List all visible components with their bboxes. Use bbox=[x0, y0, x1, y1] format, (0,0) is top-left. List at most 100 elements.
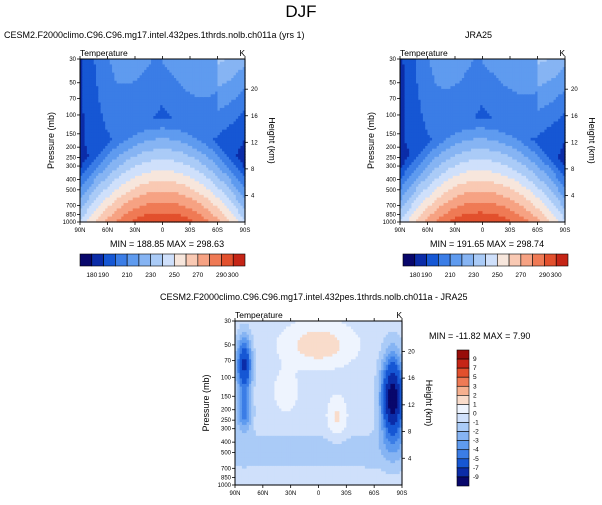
model-cell bbox=[82, 126, 86, 131]
model-cell bbox=[114, 145, 118, 150]
model-cell bbox=[89, 170, 93, 174]
model-cell bbox=[171, 86, 175, 90]
obs-cell bbox=[411, 80, 415, 85]
model-cell bbox=[164, 213, 168, 218]
model-cell bbox=[107, 164, 111, 169]
model-cell bbox=[151, 162, 154, 166]
model-cell bbox=[169, 159, 173, 163]
obs-cell bbox=[411, 88, 415, 93]
obs-cell bbox=[402, 67, 406, 71]
model-cell bbox=[105, 126, 109, 131]
model-cell bbox=[109, 61, 113, 66]
model-cell bbox=[212, 208, 216, 212]
model-cell bbox=[125, 124, 129, 128]
model-cell bbox=[219, 143, 223, 147]
model-cell bbox=[164, 124, 168, 128]
model-cell bbox=[231, 148, 235, 152]
model-cell bbox=[167, 135, 170, 139]
obs-cell bbox=[404, 194, 408, 199]
model-cell bbox=[100, 83, 104, 87]
model-cell bbox=[107, 151, 111, 155]
model-cell bbox=[137, 135, 141, 139]
model-cell bbox=[153, 151, 157, 155]
model-cell bbox=[215, 175, 219, 180]
model-cell bbox=[183, 145, 187, 150]
model-cell bbox=[105, 113, 109, 117]
model-cell bbox=[132, 59, 136, 63]
model-cell bbox=[212, 67, 216, 71]
model-cell bbox=[178, 137, 182, 142]
model-cell bbox=[91, 135, 95, 139]
model-cell bbox=[233, 194, 237, 199]
obs-cell bbox=[420, 181, 424, 185]
model-cell bbox=[226, 137, 230, 142]
model-cell bbox=[151, 91, 154, 95]
obs-cell bbox=[416, 156, 419, 161]
model-cell bbox=[89, 200, 93, 204]
model-cell bbox=[203, 132, 207, 136]
obs-field bbox=[400, 59, 566, 223]
model-cell bbox=[212, 80, 216, 85]
model-cell bbox=[139, 167, 143, 171]
model-cell bbox=[167, 205, 170, 210]
model-cell bbox=[176, 107, 180, 112]
model-cell bbox=[238, 197, 242, 201]
model-cell bbox=[105, 175, 109, 180]
model-cell bbox=[219, 94, 223, 98]
model-cell bbox=[98, 202, 102, 207]
obs-cell bbox=[404, 132, 408, 136]
model-cell bbox=[231, 211, 235, 215]
model-cell bbox=[96, 162, 99, 166]
model-cell bbox=[116, 151, 120, 155]
obs-cell bbox=[406, 145, 410, 150]
model-cell bbox=[190, 61, 193, 66]
model-cell bbox=[206, 59, 209, 63]
model-cell bbox=[82, 105, 86, 109]
model-cell bbox=[125, 143, 129, 147]
model-cell bbox=[201, 175, 205, 180]
model-cell bbox=[215, 194, 219, 199]
model-cell bbox=[235, 110, 239, 114]
model-cell bbox=[84, 116, 88, 120]
model-cell bbox=[157, 116, 161, 120]
obs-cell bbox=[411, 102, 415, 106]
model-cell bbox=[89, 107, 93, 112]
model-cell bbox=[194, 140, 198, 144]
model-cell bbox=[123, 140, 127, 144]
model-cell bbox=[169, 186, 173, 190]
model-cell bbox=[137, 80, 141, 85]
model-cell bbox=[132, 116, 136, 120]
model-cell bbox=[178, 61, 182, 66]
model-cell bbox=[86, 189, 90, 193]
model-cell bbox=[98, 159, 102, 163]
model-cell bbox=[130, 69, 134, 74]
model-cell bbox=[98, 219, 102, 223]
model-cell bbox=[80, 83, 83, 87]
model-cell bbox=[93, 121, 97, 125]
model-cell bbox=[240, 86, 244, 90]
model-cell bbox=[100, 61, 104, 66]
model-cell bbox=[144, 173, 148, 177]
model-cell bbox=[208, 145, 212, 150]
model-cell bbox=[212, 173, 216, 177]
model-cell bbox=[144, 164, 148, 169]
model-cell bbox=[228, 181, 232, 185]
model-cell bbox=[219, 99, 223, 104]
model-cell bbox=[121, 69, 125, 74]
model-cell bbox=[130, 107, 134, 112]
model-cell bbox=[105, 124, 109, 128]
model-cell bbox=[86, 107, 90, 112]
model-xtick-label: 60N bbox=[102, 228, 113, 234]
obs-cell bbox=[416, 135, 419, 139]
model-cell bbox=[176, 211, 180, 215]
model-cell bbox=[242, 208, 246, 212]
model-cell bbox=[171, 91, 175, 95]
model-cell bbox=[112, 216, 115, 220]
model-cell bbox=[144, 140, 148, 144]
model-cell bbox=[242, 181, 246, 185]
model-cell bbox=[118, 105, 122, 109]
model-cell bbox=[215, 99, 219, 104]
model-cell bbox=[96, 69, 99, 74]
model-cell bbox=[121, 121, 125, 125]
model-cell bbox=[123, 61, 127, 66]
